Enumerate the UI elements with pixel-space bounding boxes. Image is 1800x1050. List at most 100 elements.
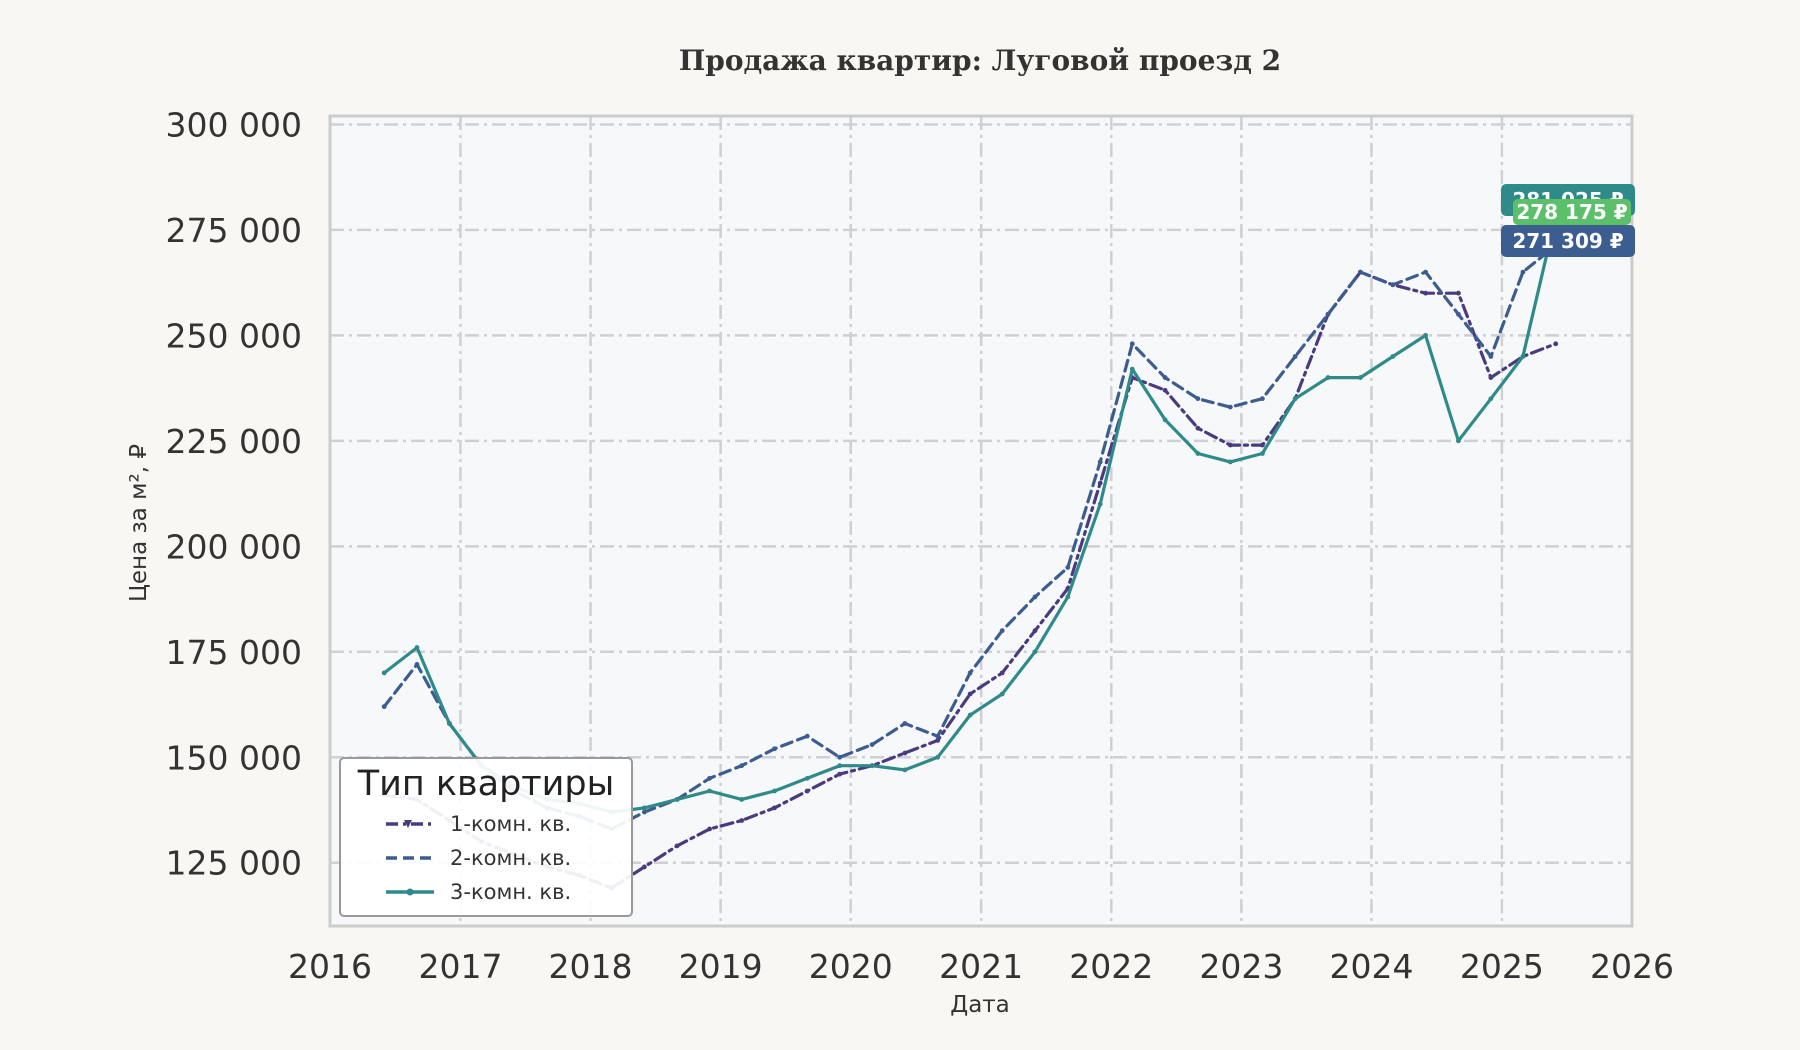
y-tick-label: 125 000 bbox=[166, 844, 302, 883]
data-point bbox=[999, 628, 1005, 634]
data-point bbox=[837, 754, 843, 760]
grid bbox=[328, 116, 1634, 926]
data-point bbox=[1162, 375, 1168, 380]
data-point bbox=[1456, 438, 1461, 444]
data-point bbox=[1129, 341, 1135, 347]
x-tick-label: 2022 bbox=[1069, 947, 1153, 986]
data-point bbox=[1162, 417, 1168, 423]
data-point bbox=[804, 775, 810, 781]
data-point bbox=[1358, 269, 1363, 275]
y-axis-label: Цена за м², ₽ bbox=[126, 444, 152, 602]
data-point bbox=[967, 670, 973, 676]
callout-box bbox=[1501, 225, 1635, 257]
data-point bbox=[1032, 594, 1038, 600]
x-axis-label: Дата bbox=[950, 992, 1010, 1018]
data-point bbox=[641, 805, 647, 811]
legend: Тип квартиры 1-комн. кв. 2-комн. кв. 3-ком… bbox=[339, 757, 633, 917]
data-point bbox=[381, 670, 387, 676]
data-point bbox=[1097, 501, 1103, 507]
last-value-callouts: 281 025 ₽278 175 ₽271 309 ₽ bbox=[1501, 184, 1635, 257]
data-point bbox=[1227, 404, 1233, 410]
data-point bbox=[1325, 311, 1331, 317]
x-tick-label: 2024 bbox=[1329, 947, 1413, 986]
data-point bbox=[1520, 354, 1526, 359]
data-point bbox=[1325, 375, 1331, 380]
data-point bbox=[1065, 594, 1071, 600]
data-point bbox=[1520, 269, 1526, 275]
legend-marker bbox=[406, 888, 414, 896]
data-point bbox=[1292, 354, 1298, 359]
data-point bbox=[869, 742, 875, 747]
data-point bbox=[1488, 375, 1494, 380]
data-point bbox=[772, 788, 777, 794]
data-point bbox=[1032, 649, 1038, 655]
y-tick-label: 175 000 bbox=[166, 633, 302, 672]
data-point bbox=[739, 763, 745, 769]
data-point bbox=[967, 691, 973, 697]
data-point bbox=[1390, 354, 1396, 359]
data-point bbox=[1358, 375, 1363, 380]
data-point bbox=[1553, 341, 1559, 347]
data-point bbox=[1097, 480, 1103, 486]
callout-box bbox=[1513, 199, 1631, 225]
x-tick-label: 2019 bbox=[679, 947, 763, 986]
legend-marker bbox=[404, 820, 412, 828]
data-point bbox=[674, 843, 680, 849]
legend-label: 1-комн. кв. bbox=[450, 812, 571, 836]
data-point bbox=[999, 691, 1005, 697]
legend-item: 3-комн. кв. bbox=[386, 880, 571, 904]
legend-label: 2-комн. кв. bbox=[450, 846, 571, 870]
data-point bbox=[739, 797, 745, 802]
data-point bbox=[902, 750, 908, 756]
data-point bbox=[707, 826, 712, 832]
y-tick-label: 200 000 bbox=[166, 527, 302, 566]
data-point bbox=[1227, 442, 1233, 448]
legend-item: 2-комн. кв. bbox=[386, 846, 571, 870]
data-point bbox=[902, 767, 908, 773]
data-point bbox=[641, 809, 647, 815]
data-point bbox=[935, 754, 941, 760]
data-point bbox=[1129, 366, 1135, 372]
data-point bbox=[1488, 354, 1494, 359]
data-point bbox=[1259, 396, 1265, 402]
data-point bbox=[869, 763, 875, 769]
legend-box bbox=[339, 757, 633, 917]
x-tick-label: 2023 bbox=[1199, 947, 1283, 986]
data-point bbox=[772, 805, 777, 811]
data-point bbox=[1259, 451, 1265, 456]
x-tick-label: 2025 bbox=[1460, 947, 1544, 986]
y-tick-label: 275 000 bbox=[166, 211, 302, 250]
data-point bbox=[1195, 451, 1201, 456]
y-tick-label: 225 000 bbox=[166, 422, 302, 461]
data-point bbox=[935, 737, 941, 743]
data-point bbox=[447, 721, 452, 726]
y-tick-label: 250 000 bbox=[166, 316, 302, 355]
data-point bbox=[967, 712, 973, 718]
data-point bbox=[707, 775, 712, 781]
data-point bbox=[674, 797, 680, 802]
chart-title: Продажа квартир: Луговой проезд 2 bbox=[679, 44, 1281, 77]
data-point bbox=[1292, 396, 1298, 402]
callout-text: 278 175 ₽ bbox=[1516, 200, 1627, 224]
data-point bbox=[1423, 269, 1429, 275]
data-point bbox=[1423, 332, 1429, 338]
data-point bbox=[1488, 396, 1494, 402]
data-point bbox=[804, 733, 810, 739]
data-point bbox=[1423, 290, 1429, 296]
data-point bbox=[1065, 565, 1071, 570]
data-point bbox=[1097, 459, 1103, 465]
data-point bbox=[837, 763, 843, 769]
x-tick-label: 2020 bbox=[809, 947, 893, 986]
data-point bbox=[999, 670, 1005, 676]
legend-items: 1-комн. кв. 2-комн. кв. 3-комн. кв. bbox=[386, 812, 571, 904]
data-point bbox=[1195, 425, 1201, 431]
data-point bbox=[804, 788, 810, 794]
data-point bbox=[1162, 387, 1168, 393]
data-point bbox=[414, 645, 420, 650]
data-point bbox=[772, 746, 777, 752]
callout-label: 271 309 ₽ bbox=[1501, 225, 1635, 257]
x-tick-label: 2017 bbox=[418, 947, 502, 986]
data-point bbox=[1390, 282, 1396, 288]
data-point bbox=[1456, 311, 1461, 317]
